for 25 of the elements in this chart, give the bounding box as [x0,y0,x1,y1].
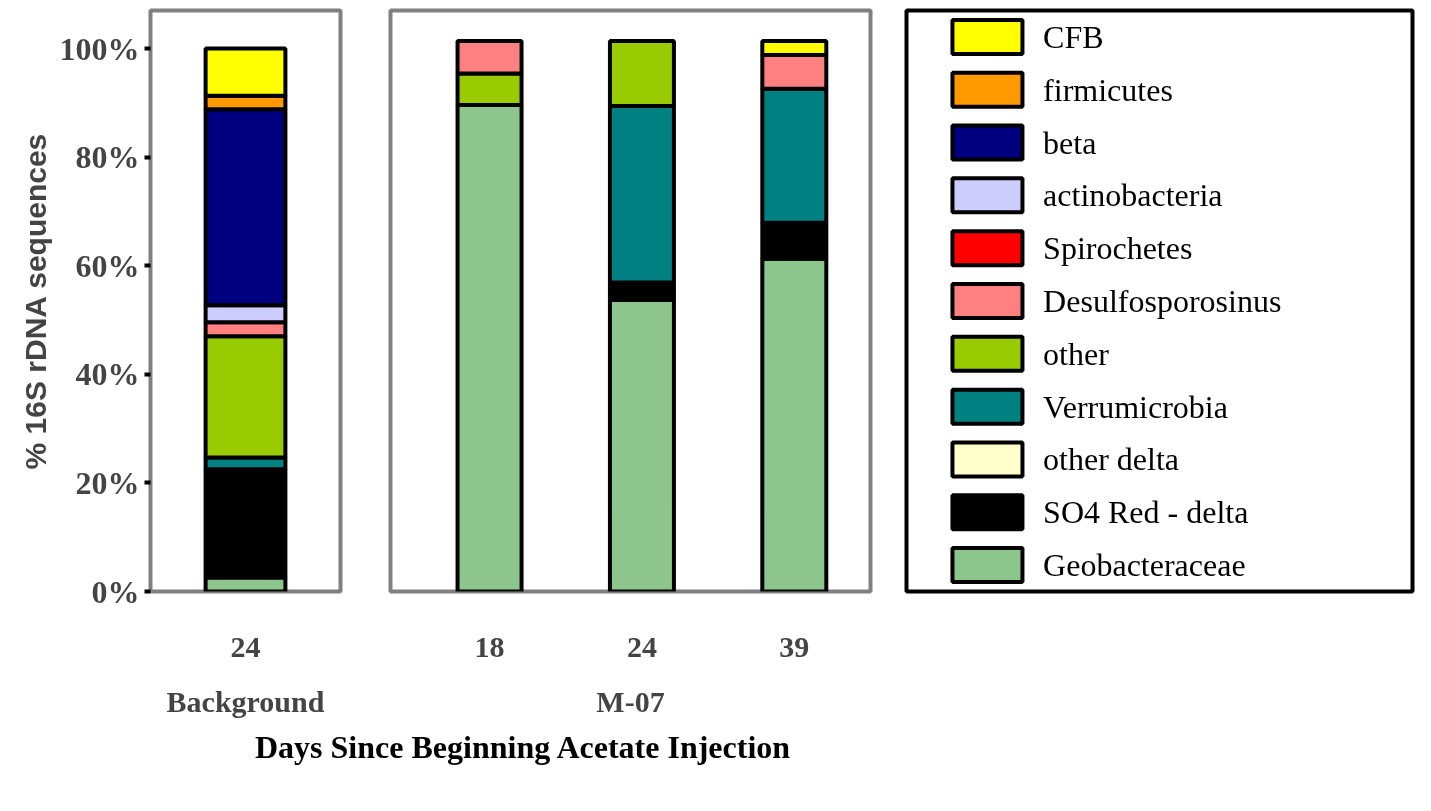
legend-label: beta [1043,124,1097,161]
legend-label: other delta [1043,441,1180,478]
legend-label: actinobacteria [1043,177,1223,214]
x-axis-title: M-07 [596,684,665,718]
x-axis-title: Background [166,684,325,718]
x-tick-label: 24 [626,629,657,663]
y-tick-label: 40% [75,356,140,393]
legend-label: CFB [1043,18,1104,55]
x-tick-label: 18 [474,629,505,663]
legend-label: Verrumicrobia [1043,388,1228,425]
legend-label: other [1043,335,1110,372]
legend-label: Geobacteraceae [1043,547,1246,584]
y-axis-title: % 16S rDNA sequences [18,133,52,470]
y-tick-label: 100% [59,30,140,67]
legend-label: Desulfosporosinus [1043,283,1282,319]
legend-label: SO4 Red - delta [1043,494,1249,531]
y-tick-label: 20% [75,464,140,501]
legend-label: firmicutes [1043,71,1173,108]
legend-label: Spirochetes [1043,230,1193,267]
x-tick-label: 39 [779,629,810,663]
y-tick-label: 60% [75,247,140,284]
y-tick-label: 0% [91,573,140,610]
y-tick-label: 80% [75,139,140,176]
text: Days Since Beginning Acetate Injection [255,728,791,767]
x-tick-label: 24 [230,629,261,663]
